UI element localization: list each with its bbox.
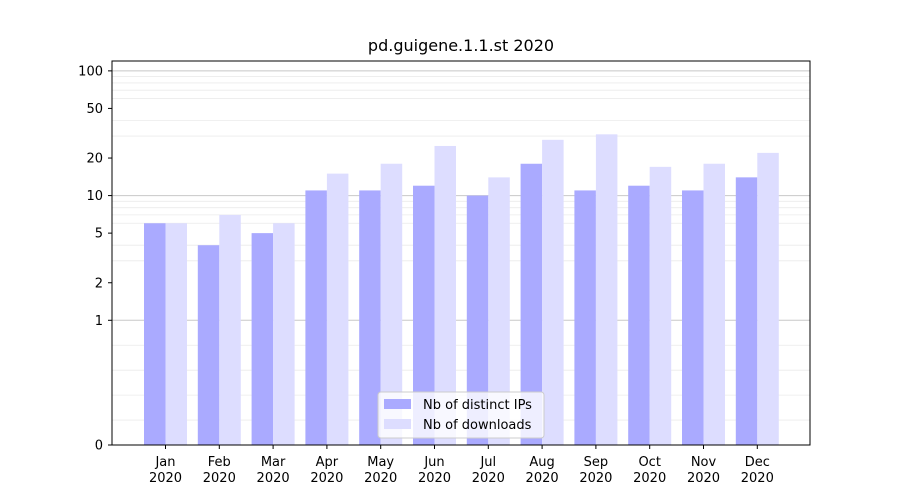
bar-downloads-may <box>380 163 403 445</box>
bar-distinct-ips-sep <box>574 190 596 445</box>
x-tick-label-month: Jun <box>423 455 444 470</box>
bar-downloads-oct <box>649 166 672 445</box>
y-tick-label: 100 <box>78 64 103 79</box>
y-tick-label: 2 <box>95 276 103 291</box>
x-tick-label-year: 2020 <box>364 471 397 486</box>
legend-box <box>377 391 545 439</box>
x-tick-label-month: Sep <box>584 455 609 470</box>
bar-downloads-nov <box>703 163 725 445</box>
bar-downloads-feb <box>219 214 241 445</box>
legend-label-distinct-ips: Nb of distinct IPs <box>423 398 532 413</box>
x-tick-label-year: 2020 <box>687 471 720 486</box>
bar-downloads-apr <box>326 173 349 445</box>
x-tick-label-month: Jan <box>154 455 175 470</box>
x-tick-label-year: 2020 <box>418 471 451 486</box>
x-tick-label-month: Nov <box>691 455 717 470</box>
legend-swatch-downloads <box>384 419 411 429</box>
bar-distinct-ips-jun <box>413 185 435 445</box>
x-tick-label-year: 2020 <box>633 471 666 486</box>
bar-distinct-ips-jan <box>144 223 166 445</box>
x-tick-label-year: 2020 <box>203 471 236 486</box>
bar-distinct-ips-may <box>359 190 381 445</box>
x-tick-label-year: 2020 <box>472 471 505 486</box>
axes-layer: 0125102050100Jan2020Feb2020Mar2020Apr202… <box>78 60 811 486</box>
x-tick-label-month: May <box>367 455 394 470</box>
y-tick-label: 20 <box>86 152 103 167</box>
x-tick-label-month: Aug <box>529 455 554 470</box>
y-tick-label: 1 <box>95 314 103 329</box>
bar-distinct-ips-nov <box>682 190 704 445</box>
bars-layer <box>144 134 779 446</box>
x-tick-label-month: Dec <box>745 455 770 470</box>
y-tick-label: 5 <box>95 227 103 242</box>
x-tick-label-month: Oct <box>638 455 660 470</box>
y-tick-label: 10 <box>86 189 103 204</box>
bar-downloads-jul <box>488 177 510 445</box>
bar-distinct-ips-dec <box>735 177 758 445</box>
legend: Nb of distinct IPs Nb of downloads <box>377 391 545 439</box>
x-tick-label-month: Feb <box>208 455 231 470</box>
bar-downloads-mar <box>273 223 295 445</box>
x-tick-label-year: 2020 <box>310 471 343 486</box>
x-tick-label-month: Mar <box>261 455 286 470</box>
bar-distinct-ips-mar <box>251 233 274 445</box>
x-tick-label-year: 2020 <box>149 471 182 486</box>
bar-downloads-jun <box>434 145 456 446</box>
bar-distinct-ips-jul <box>466 195 489 445</box>
bar-distinct-ips-oct <box>628 185 650 445</box>
x-tick-label-year: 2020 <box>579 471 612 486</box>
bar-distinct-ips-apr <box>305 190 327 445</box>
x-tick-label-month: Apr <box>316 455 339 470</box>
x-tick-label-year: 2020 <box>741 471 774 486</box>
y-tick-label: 0 <box>95 439 103 454</box>
bar-distinct-ips-feb <box>197 245 220 445</box>
chart-title: pd.guigene.1.1.st 2020 <box>368 36 554 55</box>
bar-downloads-sep <box>595 134 618 445</box>
x-tick-label-year: 2020 <box>257 471 290 486</box>
x-tick-label-year: 2020 <box>526 471 559 486</box>
bar-distinct-ips-aug <box>520 163 543 445</box>
legend-label-downloads: Nb of downloads <box>423 418 532 433</box>
x-tick-label-month: Jul <box>479 455 496 470</box>
bar-downloads-aug <box>542 139 564 445</box>
bar-downloads-jan <box>165 223 187 445</box>
bar-downloads-dec <box>757 152 779 445</box>
y-tick-label: 50 <box>86 102 103 117</box>
legend-swatch-distinct-ips <box>384 399 411 409</box>
plot-frame <box>111 60 811 446</box>
